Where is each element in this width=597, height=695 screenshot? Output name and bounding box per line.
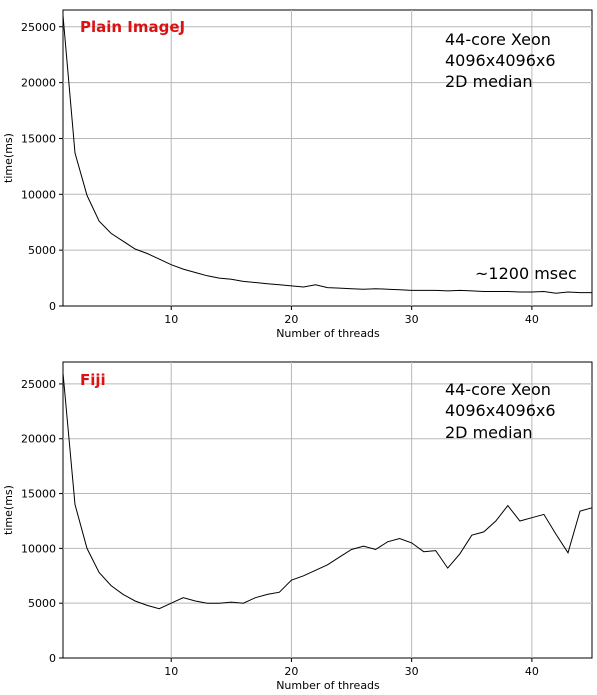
y-tick-label: 20000: [21, 77, 56, 90]
x-axis-title-top: Number of threads: [276, 327, 380, 340]
note-line-2-top: 4096x4096x6: [445, 51, 556, 70]
y-axis-title-top: time(ms): [2, 133, 15, 183]
plot-area-top: [62, 9, 593, 307]
x-axis-title-bottom: Number of threads: [276, 679, 380, 692]
chart-fiji: 10 20 30 40 0 5000 10000 15000 20000 25000 Fiji 4…: [2, 361, 593, 692]
note-line-1-top: 44-core Xeon: [445, 30, 551, 49]
y-tick-label: 15000: [21, 488, 56, 501]
y-tick-label: 0: [49, 652, 56, 665]
y-tick-label: 25000: [21, 21, 56, 34]
note-line-2-bottom: 4096x4096x6: [445, 401, 556, 420]
x-tick-label: 30: [405, 665, 419, 678]
x-tick-label: 20: [284, 313, 298, 326]
x-tick-label: 10: [164, 313, 178, 326]
y-tick-label: 15000: [21, 132, 56, 145]
y-tick-label: 10000: [21, 188, 56, 201]
chart-label-plain-imagej: Plain ImageJ: [80, 18, 185, 36]
annotation-1200-msec: ~1200 msec: [475, 264, 577, 283]
y-tick-label: 25000: [21, 378, 56, 391]
note-line-3-bottom: 2D median: [445, 423, 533, 442]
series-line-plain-imagej: [62, 15, 592, 294]
ticks-top: 10 20 30 40 0 5000 10000 15000 20000 25000: [21, 21, 539, 326]
y-axis-title-bottom: time(ms): [2, 485, 15, 535]
ticks-bottom: 10 20 30 40 0 5000 10000 15000 20000 25000: [21, 378, 539, 678]
grid-lines-bottom: [63, 362, 592, 658]
series-line-fiji: [62, 372, 593, 610]
x-tick-label: 40: [525, 313, 539, 326]
x-tick-label: 10: [164, 665, 178, 678]
x-tick-label: 20: [284, 665, 298, 678]
x-tick-label: 40: [525, 665, 539, 678]
x-tick-label: 30: [405, 313, 419, 326]
note-line-3-top: 2D median: [445, 72, 533, 91]
y-tick-label: 5000: [28, 597, 56, 610]
y-tick-label: 0: [49, 300, 56, 313]
chart-plain-imagej: 10 20 30 40 0 5000 10000 15000 20000 25000 Plain …: [2, 9, 593, 340]
note-line-1-bottom: 44-core Xeon: [445, 380, 551, 399]
y-tick-label: 20000: [21, 433, 56, 446]
y-tick-label: 10000: [21, 542, 56, 555]
y-tick-label: 5000: [28, 244, 56, 257]
grid-lines-top: [63, 10, 592, 306]
chart-label-fiji: Fiji: [80, 371, 106, 389]
